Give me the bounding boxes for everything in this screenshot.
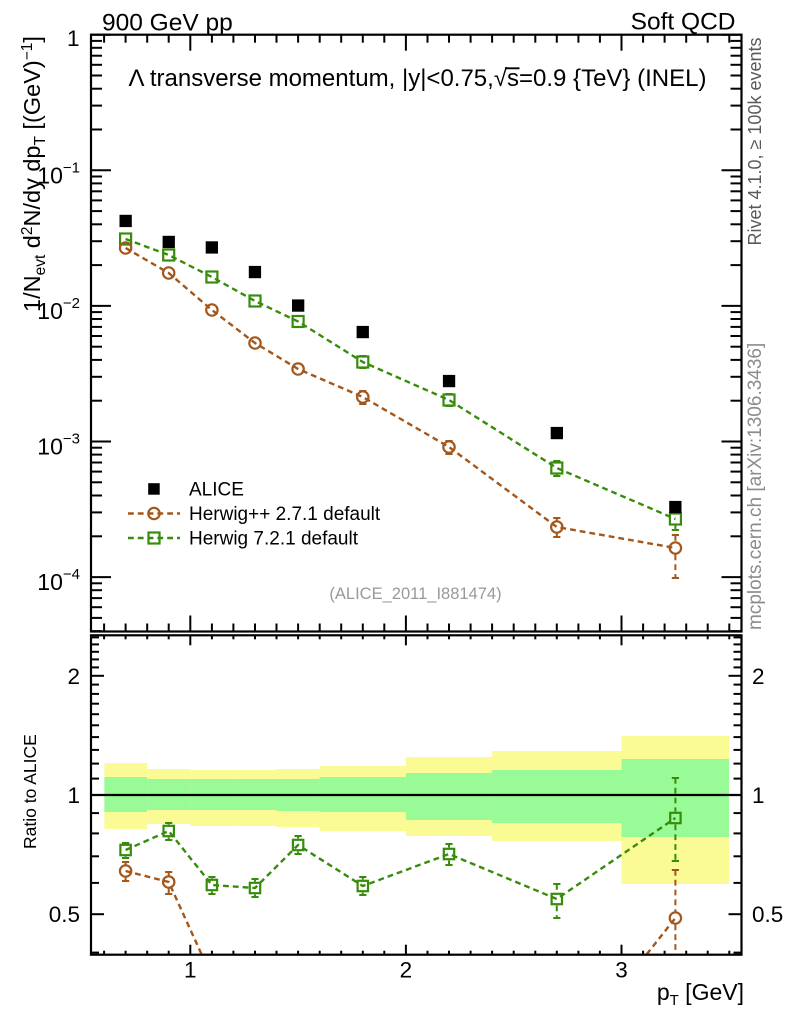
svg-text:2: 2: [67, 664, 80, 689]
svg-text:0.5: 0.5: [752, 902, 783, 927]
svg-text:Soft QCD: Soft QCD: [631, 9, 736, 36]
svg-text:1/Nevt d2N/dy dpT [(GeV)−1]: 1/Nevt d2N/dy dpT [(GeV)−1]: [19, 36, 49, 312]
svg-text:(ALICE_2011_I881474): (ALICE_2011_I881474): [329, 585, 501, 603]
svg-text:1: 1: [184, 958, 197, 983]
svg-text:pT [GeV]: pT [GeV]: [657, 979, 744, 1009]
svg-text:1: 1: [752, 783, 765, 808]
svg-text:1: 1: [67, 26, 80, 51]
svg-text:Herwig 7.2.1 default: Herwig 7.2.1 default: [189, 529, 359, 550]
svg-text:3: 3: [615, 958, 628, 983]
svg-text:10−3: 10−3: [37, 431, 80, 460]
svg-text:0.5: 0.5: [49, 902, 80, 927]
svg-text:1: 1: [67, 783, 80, 808]
svg-text:Λ transverse momentum, |y|<0.7: Λ transverse momentum, |y|<0.75,√s=0.9 {…: [129, 65, 707, 92]
svg-text:Rivet 4.1.0, ≥ 100k events: Rivet 4.1.0, ≥ 100k events: [745, 38, 765, 246]
svg-text:ALICE: ALICE: [189, 480, 244, 501]
svg-text:2: 2: [752, 664, 765, 689]
svg-text:900 GeV pp: 900 GeV pp: [102, 10, 233, 37]
svg-text:10−1: 10−1: [37, 159, 80, 188]
svg-text:mcplots.cern.ch [arXiv:1306.34: mcplots.cern.ch [arXiv:1306.3436]: [745, 343, 766, 630]
svg-text:Ratio to ALICE: Ratio to ALICE: [20, 734, 40, 849]
svg-text:2: 2: [400, 958, 413, 983]
svg-text:Herwig++ 2.7.1 default: Herwig++ 2.7.1 default: [189, 504, 381, 525]
